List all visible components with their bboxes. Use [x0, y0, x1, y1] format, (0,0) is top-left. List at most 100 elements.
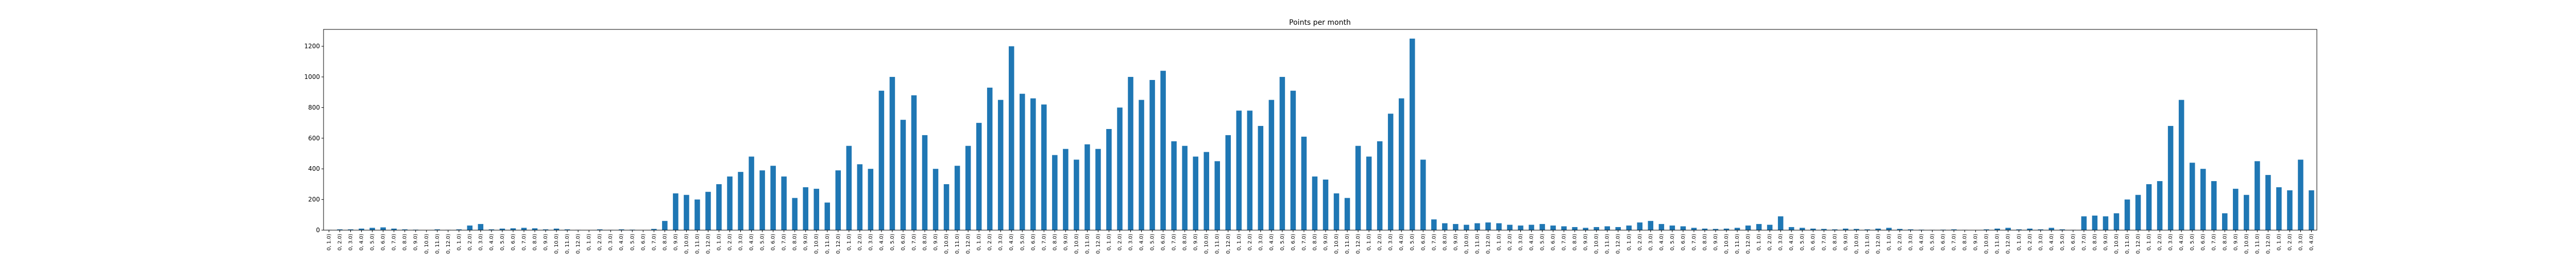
x-tick-label: 0, 1.0) [1756, 234, 1762, 251]
x-tick-label: 0, 1.0) [586, 234, 592, 251]
x-tick-label: 0, 2.0) [2157, 234, 2163, 251]
y-tick-label: 0 [316, 227, 320, 234]
bar [1106, 129, 1112, 230]
x-tick-label: 0, 4.0) [359, 234, 365, 251]
bar [2222, 213, 2228, 230]
bar [1333, 193, 1340, 230]
x-tick-label: 0, 5.0) [1930, 234, 1936, 251]
x-tick-label: 0, 8.0) [1702, 234, 1708, 251]
bar [467, 225, 473, 230]
bar [954, 166, 960, 230]
x-tick-label: 0, 10.0) [2244, 234, 2249, 254]
bar [1139, 100, 1144, 230]
x-tick-label: 0, 1.0) [1626, 234, 1632, 251]
x-tick-label: 0, 3.0) [1128, 234, 1134, 251]
bar [1214, 161, 1220, 230]
x-tick-label: 0, 12.0) [1355, 234, 1361, 254]
bar [1810, 229, 1816, 230]
x-tick-label: 0, 3.0) [2038, 234, 2044, 251]
bar [803, 187, 808, 230]
x-tick-label: 0, 12.0) [2006, 234, 2011, 254]
bar [1637, 222, 1643, 230]
bar [478, 224, 484, 230]
x-tick-label: 0, 3.0) [868, 234, 874, 251]
chart-title: Points per month [1289, 19, 1351, 27]
bar [2244, 195, 2249, 230]
bar [391, 229, 397, 230]
bar [1572, 227, 1578, 230]
x-tick-label: 0, 6.0) [1030, 234, 1036, 251]
x-tick-label: 0, 4.0) [1789, 234, 1794, 251]
bar [835, 170, 841, 230]
bar [911, 95, 917, 231]
bar [1691, 228, 1697, 230]
x-tick-label: 0, 4.0) [1399, 234, 1404, 251]
x-tick-label: 0, 12.0) [1616, 234, 1621, 254]
x-tick-label: 0, 11.0) [2125, 234, 2130, 254]
bar [510, 228, 516, 230]
x-tick-label: 0, 2.0) [987, 234, 993, 251]
bar [1507, 224, 1513, 230]
bar [1897, 229, 1903, 230]
bar [1279, 77, 1285, 230]
bar [868, 169, 874, 230]
x-tick-label: 0, 8.0) [792, 234, 798, 251]
x-tick-label: 0, 1.0) [976, 234, 982, 251]
bar [1745, 225, 1751, 230]
bar [1041, 104, 1047, 230]
bar [1084, 144, 1090, 230]
x-tick-label: 0, 1.0) [1366, 234, 1372, 251]
x-tick-label: 0, 10.0) [2114, 234, 2120, 254]
bar [943, 184, 950, 230]
x-tick-label: 0, 5.0) [2060, 234, 2065, 251]
x-tick-label: 0, 12.0) [1485, 234, 1491, 254]
x-tick-label: 0, 7.0) [1821, 234, 1827, 251]
bar [532, 228, 538, 230]
bar [2157, 181, 2163, 230]
x-tick-label: 0, 12.0) [1745, 234, 1751, 254]
bar [1821, 229, 1827, 230]
x-tick-label: 0, 3.0) [1908, 234, 1913, 251]
bar [878, 90, 885, 230]
bar [1756, 224, 1762, 230]
bar [369, 228, 375, 230]
x-tick-label: 0, 5.0) [370, 234, 376, 251]
bar [792, 198, 798, 230]
bar [1128, 77, 1133, 230]
x-tick-label: 0, 9.0) [933, 234, 939, 251]
bar [824, 202, 831, 230]
bar [749, 156, 754, 230]
x-tick-label: 0, 10.0) [944, 234, 950, 254]
bar [1529, 224, 1534, 230]
x-tick-label: 0, 1.0) [2146, 234, 2152, 251]
x-tick-label: 0, 9.0) [1193, 234, 1199, 251]
x-tick-label: 0, 6.0) [2200, 234, 2206, 251]
x-tick-label: 0, 3.0) [1778, 234, 1784, 251]
bar [759, 170, 765, 230]
x-tick-label: 0, 8.0) [2092, 234, 2098, 251]
x-tick-label: 0, 10.0) [1464, 234, 1469, 254]
bar [846, 146, 852, 230]
x-tick-label: 0, 2.0) [857, 234, 863, 251]
y-tick-label: 400 [308, 165, 320, 172]
x-tick-label: 0, 9.0) [1063, 234, 1069, 251]
bar [2265, 175, 2271, 230]
bar [1886, 228, 1892, 230]
bar [1247, 110, 1253, 230]
x-tick-label: 0, 5.0) [1540, 234, 1546, 251]
bar [1312, 176, 1318, 230]
x-tick-label: 0, 4.0) [749, 234, 755, 251]
x-tick-label: 0, 8.0) [662, 234, 668, 251]
x-tick-label: 0, 9.0) [2233, 234, 2239, 251]
x-tick-label: 0, 3.0) [348, 234, 354, 251]
bar [1723, 229, 1730, 230]
bar [2178, 100, 2184, 230]
x-tick-label: 0, 8.0) [1052, 234, 1058, 251]
x-tick-label: 0, 4.0) [489, 234, 495, 251]
x-tick-label: 0, 12.0) [1226, 234, 1231, 254]
x-tick-label: 0, 4.0) [619, 234, 624, 251]
x-tick-label: 0, 6.0) [1941, 234, 1946, 251]
x-tick-label: 0, 9.0) [1843, 234, 1849, 251]
x-tick-label: 0, 2.0) [1637, 234, 1643, 251]
x-tick-label: 0, 12.0) [2136, 234, 2141, 254]
